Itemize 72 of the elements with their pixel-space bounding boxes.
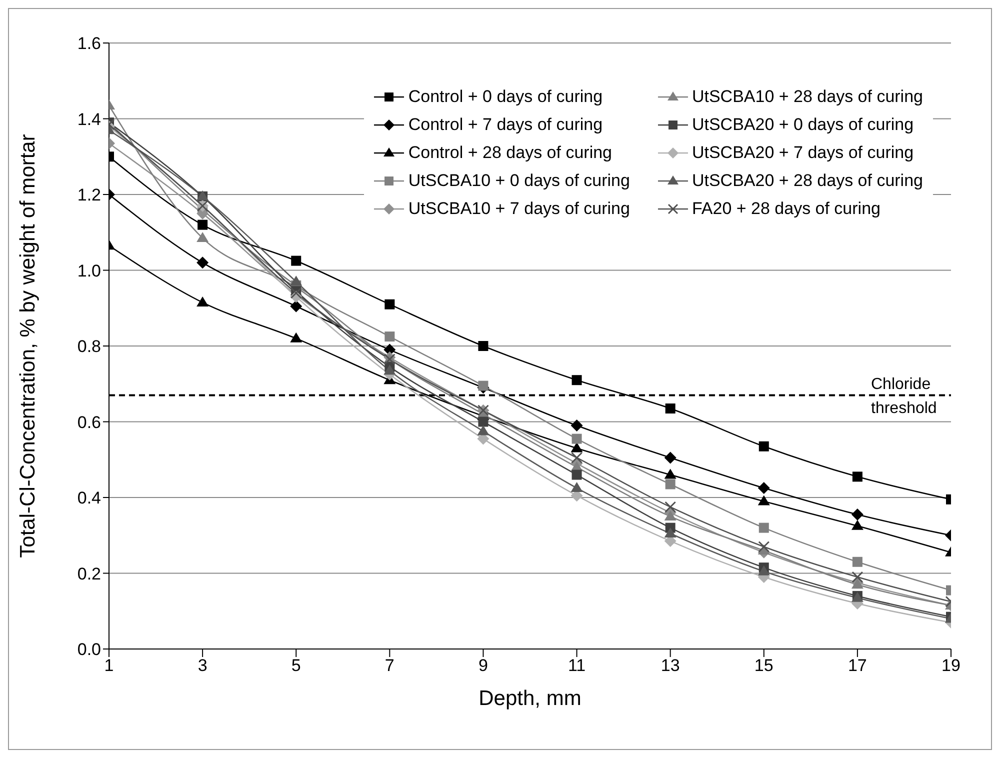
x-tick-label: 5 bbox=[291, 656, 301, 676]
legend-label: UtSCBA20 + 7 days of curing bbox=[692, 143, 914, 163]
point bbox=[852, 556, 862, 567]
point bbox=[196, 296, 209, 306]
point bbox=[196, 256, 209, 269]
point bbox=[664, 501, 676, 513]
point bbox=[570, 482, 583, 492]
point bbox=[384, 332, 395, 342]
point bbox=[758, 495, 770, 506]
point bbox=[198, 220, 208, 230]
point bbox=[852, 571, 864, 583]
x-axis-title: Depth, mm bbox=[478, 687, 582, 710]
point bbox=[478, 416, 488, 427]
point bbox=[758, 565, 770, 576]
point bbox=[664, 510, 676, 520]
x-tick-label: 15 bbox=[754, 656, 774, 676]
x-tick-label: 3 bbox=[198, 656, 208, 676]
point bbox=[851, 508, 864, 521]
point bbox=[572, 375, 582, 386]
y-tick-label: 0.2 bbox=[77, 564, 101, 584]
point bbox=[664, 468, 676, 479]
legend-label: Control + 0 days of curing bbox=[408, 87, 603, 107]
y-tick-label: 0.0 bbox=[77, 640, 101, 660]
x-tick-label: 19 bbox=[942, 656, 960, 676]
x-tick-label: 1 bbox=[104, 656, 114, 676]
point bbox=[478, 380, 488, 391]
x-tick-label: 17 bbox=[848, 656, 867, 676]
point bbox=[290, 332, 302, 342]
point bbox=[852, 472, 862, 482]
point bbox=[570, 420, 583, 432]
point bbox=[477, 425, 490, 436]
x-tick-label: 7 bbox=[384, 656, 394, 676]
y-tick-label: 0.6 bbox=[77, 412, 101, 432]
legend-label: UtSCBA10 + 28 days of curing bbox=[692, 87, 923, 107]
point bbox=[851, 520, 864, 530]
legend-label: FA20 + 28 days of curing bbox=[692, 199, 880, 219]
x-tick-label: 11 bbox=[568, 656, 586, 676]
y-tick-label: 1.4 bbox=[77, 110, 101, 129]
point bbox=[758, 482, 770, 494]
legend-label: UtSCBA10 + 7 days of curing bbox=[408, 199, 630, 219]
point bbox=[572, 434, 582, 444]
point bbox=[665, 479, 676, 490]
point bbox=[291, 256, 302, 266]
point bbox=[758, 540, 770, 552]
point bbox=[570, 442, 583, 452]
point bbox=[290, 276, 302, 286]
point bbox=[758, 441, 769, 452]
y-tick-label: 0.8 bbox=[77, 337, 101, 356]
legend-label: Control + 28 days of curing bbox=[408, 143, 612, 163]
legend-label: UtSCBA10 + 0 days of curing bbox=[408, 171, 630, 191]
point bbox=[384, 364, 396, 375]
legend-label: Control + 7 days of curing bbox=[408, 115, 603, 135]
y-axis-title: Total-Cl-Concentration, % by weight of mortar bbox=[16, 134, 40, 558]
y-tick-label: 0.4 bbox=[77, 488, 101, 508]
point bbox=[290, 300, 302, 312]
legend-label: UtSCBA20 + 0 days of curing bbox=[692, 115, 914, 135]
x-tick-label: 13 bbox=[660, 656, 680, 676]
point bbox=[664, 452, 676, 464]
point bbox=[665, 403, 676, 414]
legend-label: UtSCBA20 + 28 days of curing bbox=[692, 171, 923, 191]
point bbox=[478, 341, 488, 351]
point bbox=[664, 527, 676, 538]
y-tick-label: 1.6 bbox=[77, 34, 101, 54]
point bbox=[384, 299, 395, 310]
point bbox=[758, 522, 769, 533]
y-tick-label: 1.2 bbox=[77, 186, 101, 205]
y-tick-label: 1.0 bbox=[77, 261, 101, 280]
point bbox=[571, 452, 583, 464]
x-tick-label: 9 bbox=[478, 656, 488, 676]
point bbox=[572, 470, 582, 480]
point bbox=[196, 232, 209, 242]
ref-line-label: Chloride threshold bbox=[871, 376, 937, 418]
